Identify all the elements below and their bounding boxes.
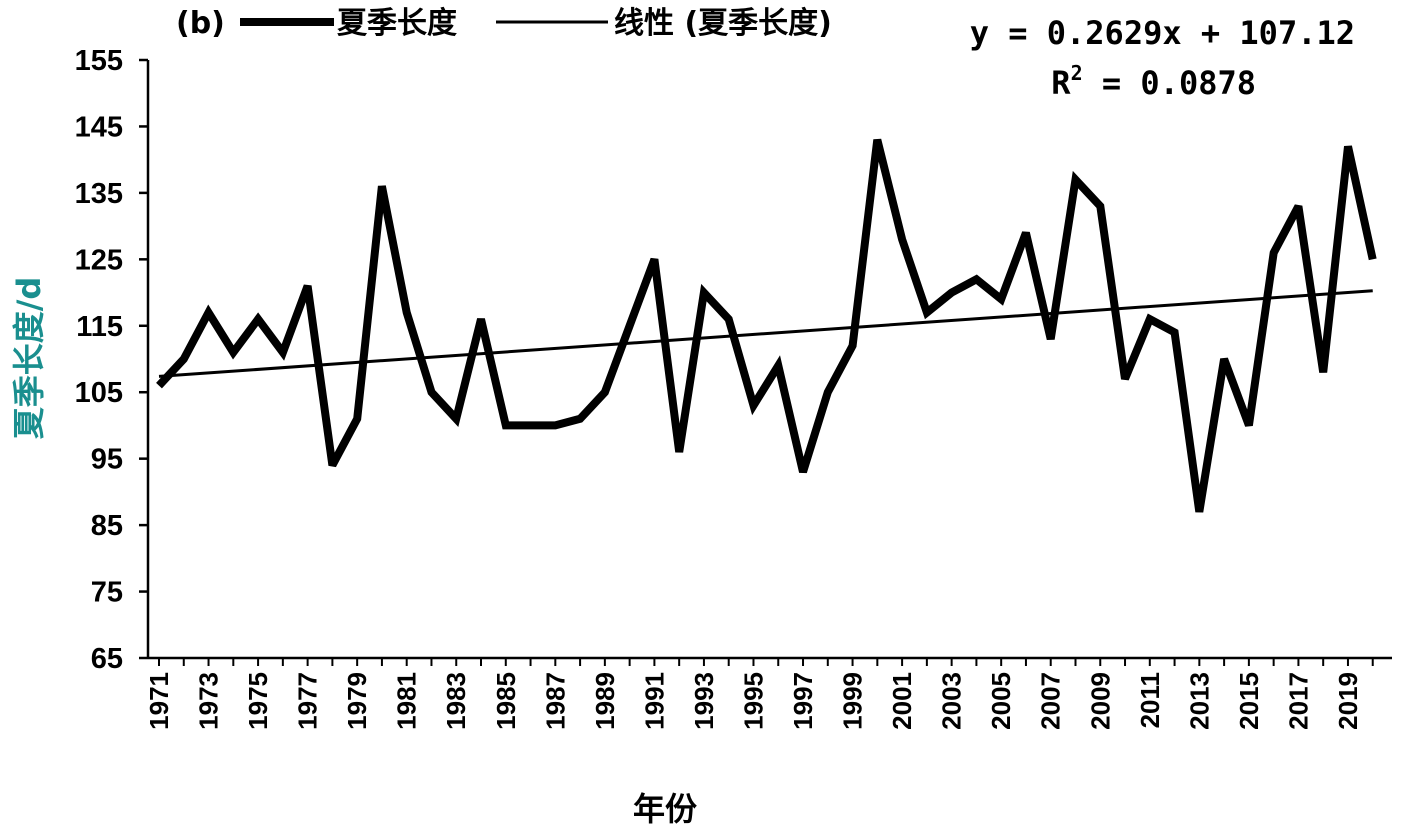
legend: (b) 夏季长度 线性 (夏季长度) <box>176 6 832 41</box>
y-tick-label: 145 <box>75 111 123 143</box>
x-tick-label: 1975 <box>243 672 273 730</box>
y-tick-label: 115 <box>76 311 123 343</box>
x-tick-label: 2005 <box>986 672 1016 730</box>
x-tick-label: 1985 <box>491 672 521 730</box>
x-tick-label: 2013 <box>1184 672 1214 730</box>
legend-label-trendline: 线性 (夏季长度) <box>614 6 832 41</box>
x-ticks: 1971 1973 1975 1977 1979 1981 1983 1985 1987 1989… <box>144 658 1374 730</box>
x-tick-label: 1977 <box>293 672 323 730</box>
x-tick-label: 1991 <box>639 672 669 730</box>
r-squared-text: R2 = 0.0878 <box>1051 61 1256 102</box>
x-tick-label: 2009 <box>1085 672 1115 730</box>
x-tick-label: 1993 <box>689 672 719 730</box>
x-tick-label: 2007 <box>1036 672 1066 730</box>
y-axis-title: 夏季长度/d <box>10 277 48 440</box>
x-tick-label: 1997 <box>788 672 818 730</box>
panel-label: (b) <box>176 6 225 41</box>
x-tick-label: 1973 <box>194 672 224 730</box>
r-squared-label: R <box>1051 64 1071 102</box>
x-tick-label: 2017 <box>1283 672 1313 730</box>
equation-text: y = 0.2629x + 107.12 <box>970 14 1355 52</box>
plot-area <box>156 138 1377 513</box>
trendline-equation: y = 0.2629x + 107.12 R2 = 0.0878 <box>970 14 1355 102</box>
x-tick-label: 2001 <box>887 672 917 730</box>
y-tick-label: 105 <box>75 377 123 409</box>
y-tick-label: 155 <box>75 45 123 77</box>
trendline <box>158 289 1373 378</box>
y-ticks: 65 75 85 95 105 115 125 135 145 155 <box>75 45 148 675</box>
x-tick-label: 1979 <box>342 672 372 730</box>
x-tick-label: 1995 <box>738 672 768 730</box>
axes <box>146 60 1392 660</box>
y-tick-label: 75 <box>91 577 123 609</box>
x-tick-label: 1983 <box>441 672 471 730</box>
x-tick-label: 2003 <box>937 672 967 730</box>
x-tick-label: 1989 <box>590 672 620 730</box>
y-tick-label: 65 <box>91 643 123 675</box>
x-tick-label: 1987 <box>540 672 570 730</box>
x-tick-label: 2015 <box>1234 672 1264 730</box>
legend-label-series: 夏季长度 <box>337 6 457 41</box>
series-line-0 <box>156 138 1377 513</box>
x-tick-label: 2011 <box>1135 672 1165 728</box>
x-axis-title: 年份 <box>633 790 697 828</box>
y-tick-label: 135 <box>75 178 123 210</box>
r-squared-superscript: 2 <box>1071 61 1083 85</box>
x-tick-label: 1971 <box>144 672 174 730</box>
x-tick-label: 2019 <box>1333 672 1363 730</box>
y-tick-label: 125 <box>75 244 123 276</box>
x-tick-label: 1981 <box>392 672 422 730</box>
x-tick-label: 1999 <box>838 672 868 730</box>
y-tick-label: 95 <box>91 444 123 476</box>
y-tick-label: 85 <box>91 510 123 542</box>
r-squared-value: = 0.0878 <box>1083 64 1256 102</box>
